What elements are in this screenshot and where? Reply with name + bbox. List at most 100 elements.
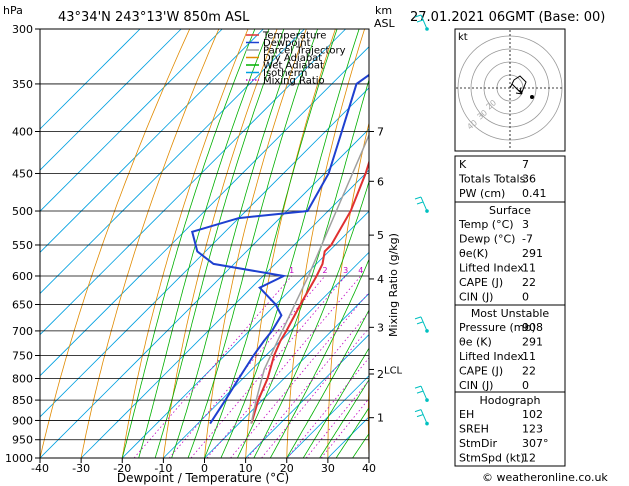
profiles [190,73,369,425]
table-row-label: CAPE (J) [459,365,503,378]
wind-barb [414,316,428,332]
table-row-label: Pressure (mb) [459,321,536,334]
pressure-tick-label: 850 [12,394,33,407]
table-row-value: 307° [522,437,549,450]
table-row-value: 123 [522,423,543,436]
dry-adiabat-line [367,364,369,458]
datetime-label: 27.01.2021 06GMT (Base: 00) [410,10,605,25]
hodograph-storm-arrow [511,83,523,95]
temperature-tick-label: 40 [362,462,376,475]
temperature-tick-label: 0 [201,462,208,475]
dry-adiabat-line [408,29,453,458]
wind-barb-dot [425,398,429,402]
table-row-label: θe (K) [459,336,492,349]
wind-barb [414,196,428,212]
legend-entry: Parcel Trajectory [263,46,346,57]
table-row-label: θe(K) [459,247,488,260]
table-row-value: 0.41 [522,187,547,200]
hodograph-params-title: Hodograph [480,394,541,407]
wind-barb-dot [425,209,429,213]
table-row-value: -7 [522,233,533,246]
temperature-tick-label: -40 [31,462,49,475]
table-row-value: 12 [522,452,536,465]
table-row-label: CIN (J) [459,379,493,392]
pressure-tick-label: 550 [12,239,33,252]
pressure-tick-label: 700 [12,325,33,338]
table-row-label: Lifted Index [459,350,524,363]
table-row-value: 102 [522,408,543,421]
table-row-label: PW (cm) [459,187,505,200]
temperature-tick-label: -30 [72,462,90,475]
mixing-ratio-label: 2 [322,266,327,275]
pressure-tick-label: 350 [12,78,33,91]
mixing-ratio-labels: 1 2 3 4 [289,266,363,275]
asl-label: ASL [374,17,396,30]
km-tick-label: 3 [377,321,384,334]
wet-adiabat-line [286,309,369,458]
table-row-label: Totals Totals [458,173,526,186]
isotherm-line [40,29,141,130]
table-row-value: 7 [522,158,529,171]
table-row-label: StmSpd (kt) [459,452,525,465]
pressure-tick-label: 600 [12,270,33,283]
table-row-label: EH [459,408,474,421]
mixing-ratio-axis-title: Mixing Ratio (g/kg) [387,233,400,337]
mixing-ratio-line [206,275,362,458]
surface-title: Surface [489,204,531,217]
km-tick-label: 4 [377,273,384,286]
km-tick-label: 5 [377,229,384,242]
table-row-value: 3 [522,218,529,231]
km-tick-label: 6 [377,175,384,188]
table-row-value: 22 [522,365,536,378]
legend-entry: Dewpoint [263,38,311,49]
pressure-tick-label: 750 [12,349,33,362]
wet-adiabat-line [335,406,369,458]
wind-barb [414,385,428,401]
wind-barb-dot [425,421,429,426]
hodograph-params-frame [454,391,566,467]
table-row-value: 0 [522,291,529,304]
hodograph-params-table: Hodograph EH 102 SREH 123 StmDir 307° StmSpd (… [454,391,566,467]
pressure-tick-label: 300 [12,23,33,36]
legend-entry: Mixing Ratio [263,76,325,87]
most-unstable-table: Most Unstable Pressure (mb)908 θe (K) 291L… [454,304,566,393]
legend-entry: Isotherm [263,68,307,79]
isotherm-line [40,29,346,336]
pressure-tick-label: 800 [12,372,33,385]
x-axis-title: Dewpoint / Temperature (°C) [117,471,289,485]
parcel-trajectory [250,133,369,424]
km-axis: 7 6 5 4 3 2 1 LCL [368,29,403,458]
isotherm-line [286,375,369,458]
table-row-label: K [459,158,467,171]
legend-entry: Wet Adiabat [263,61,324,72]
pressure-tick-label: 400 [12,126,33,139]
pressure-tick-label: 650 [12,299,33,312]
pressure-axis: 300 350 400 450 500 550 600 650 700 750 800 850 900 9… [5,23,40,465]
wet-adiabat-line [319,379,369,458]
table-row-value: 36 [522,173,536,186]
table-row-label: Lifted Index [459,262,524,275]
mixing-ratio-label: 4 [358,266,363,275]
pressure-tick-label: 450 [12,167,33,180]
table-row-label: CIN (J) [459,291,493,304]
plot-area [40,29,369,458]
isotherm-line [40,29,264,253]
temperature-tick-label: -20 [113,462,131,475]
pressure-tick-label: 900 [12,414,33,427]
pressure-tick-label: 1000 [5,452,33,465]
most-unstable-frame [454,304,566,393]
wet-adiabat-line [302,347,369,458]
wind-barb-dot [425,27,429,31]
km-tick-label: 7 [377,126,384,139]
temperature-profile [250,159,369,424]
wind-barbs [414,14,429,426]
km-tick-label: 1 [377,412,384,425]
isotherm-line [204,292,369,458]
most-unstable-title: Most Unstable [471,307,550,320]
table-row-label: Temp (°C) [458,218,514,231]
hodograph: kt 40 30 20 [454,28,566,152]
table-row-label: SREH [459,423,489,436]
km-label: km [375,4,392,17]
